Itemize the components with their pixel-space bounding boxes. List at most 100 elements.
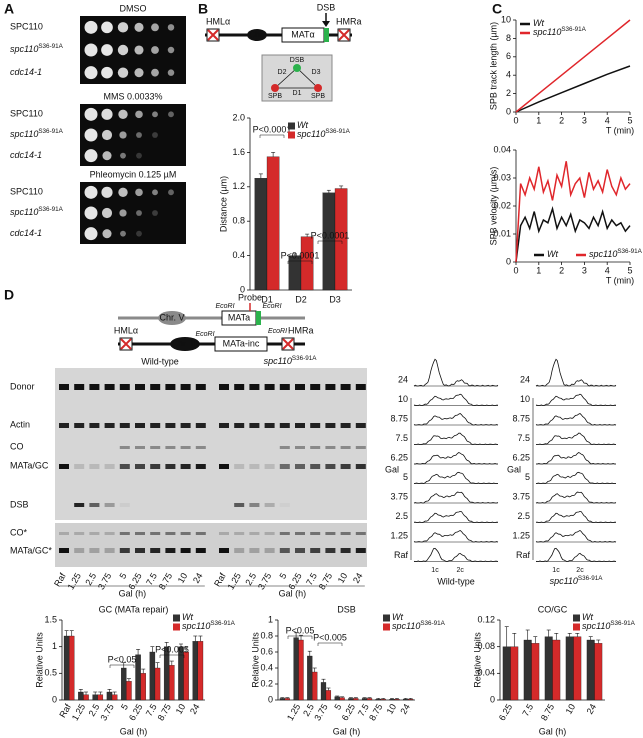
gel-band — [119, 464, 130, 469]
gel-band — [355, 384, 366, 390]
flow-row-label: 8.75 — [390, 413, 408, 423]
dsb-dot — [293, 64, 301, 72]
label: HMRa — [336, 16, 362, 26]
yeast-spot — [151, 23, 159, 32]
bar — [169, 665, 175, 701]
gel-band — [119, 384, 130, 390]
histogram — [535, 471, 617, 484]
significance-bracket — [259, 134, 285, 138]
gel-band — [264, 503, 275, 507]
p-value: P<0.0001 — [311, 230, 350, 240]
legend-swatch — [383, 623, 390, 631]
gel-band — [165, 548, 176, 553]
gel-band — [119, 503, 130, 507]
gel-band — [355, 446, 366, 449]
gel-band — [295, 384, 305, 390]
histogram — [413, 393, 499, 406]
histogram — [414, 452, 498, 465]
panel-label: D — [4, 287, 14, 303]
gel-band — [135, 464, 145, 469]
y-axis-title: SPB track length (µm) — [488, 22, 498, 110]
gel-band — [219, 548, 229, 553]
yeast-spot — [119, 131, 127, 139]
y-tick-label: 0 — [490, 694, 495, 704]
y-tick-label: 0.08 — [477, 641, 495, 651]
gel-band — [74, 503, 85, 507]
gel-band — [89, 384, 100, 390]
histogram — [536, 452, 616, 465]
flow-axis-label: Gal — [385, 464, 399, 474]
bar — [307, 655, 313, 701]
flow-row-label: 10 — [520, 394, 530, 404]
yeast-spot — [101, 108, 113, 120]
yeast-spot — [84, 149, 98, 163]
x-tick-label: D1 — [261, 294, 273, 304]
lane-label: 5 — [277, 571, 288, 580]
bar — [407, 699, 414, 701]
label: MATa-inc — [223, 338, 260, 348]
histogram — [535, 358, 617, 387]
yeast-spot — [101, 186, 113, 198]
y-tick-label: 0.01 — [493, 228, 511, 238]
strain-superscript: S36-91A — [38, 43, 63, 50]
bar — [279, 698, 285, 701]
label: Chr. — [249, 29, 266, 39]
chart-title: CO/GC — [538, 604, 568, 614]
gel-band — [279, 446, 290, 449]
strain-name: spc110 — [589, 249, 617, 259]
panel-label: C — [492, 1, 502, 17]
y-tick-label: 0 — [240, 284, 245, 294]
x-tick-label: 10 — [174, 702, 188, 716]
y-tick-label: 0.03 — [493, 172, 511, 182]
gel-band — [104, 532, 115, 535]
strain-label: spc110S36-91A — [10, 206, 64, 218]
yeast-spot — [101, 207, 113, 219]
y-tick-label: 1.5 — [44, 614, 57, 624]
gel-band — [219, 464, 229, 469]
x-tick-label: 3 — [582, 265, 587, 275]
yeast-spot — [84, 20, 98, 34]
yeast-spot — [134, 22, 144, 32]
label: DSB — [317, 2, 336, 12]
x-tick-label: 8.75 — [367, 702, 384, 722]
gel-band — [264, 464, 275, 469]
lane-label: 24 — [351, 571, 365, 585]
x-tick-label: 1 — [536, 115, 541, 125]
gel-row-label: CO — [10, 441, 24, 451]
x-axis-title: T (min) — [606, 275, 634, 285]
histogram — [413, 530, 499, 543]
bar — [544, 636, 553, 701]
y-tick-label: 2 — [506, 88, 511, 98]
gel-band — [89, 532, 100, 535]
bar — [266, 156, 280, 291]
strain-label: spc110S36-91A — [10, 128, 64, 140]
bar — [192, 641, 198, 701]
yeast-spot — [136, 152, 142, 159]
gel-band — [195, 446, 206, 449]
gel-row-label: Actin — [10, 419, 30, 429]
gel-band — [355, 464, 366, 469]
y-tick-label: 0 — [506, 106, 511, 116]
strain-label: Wt — [547, 249, 558, 259]
legend-swatch — [573, 623, 580, 631]
spb-dot — [271, 84, 279, 92]
y-tick-label: 10 — [501, 14, 511, 24]
scheme-lines — [274, 67, 319, 89]
yeast-spot — [167, 24, 175, 31]
centromere — [158, 311, 186, 325]
bar — [531, 643, 540, 701]
yeast-spot — [102, 151, 112, 161]
gel-band — [355, 548, 366, 553]
yeast-spot — [152, 189, 158, 196]
flow-row-label: 7.5 — [517, 433, 530, 443]
y-tick-label: 0.2 — [260, 678, 273, 688]
gel-band — [89, 503, 100, 507]
y-tick-label: 0.02 — [493, 200, 511, 210]
scheme-box — [261, 54, 333, 102]
y-axis-title: Relative Units — [250, 632, 260, 688]
strain-name: spc110 — [582, 621, 610, 631]
yeast-spot — [135, 110, 143, 119]
gel-band — [295, 464, 305, 469]
histogram — [535, 413, 617, 426]
